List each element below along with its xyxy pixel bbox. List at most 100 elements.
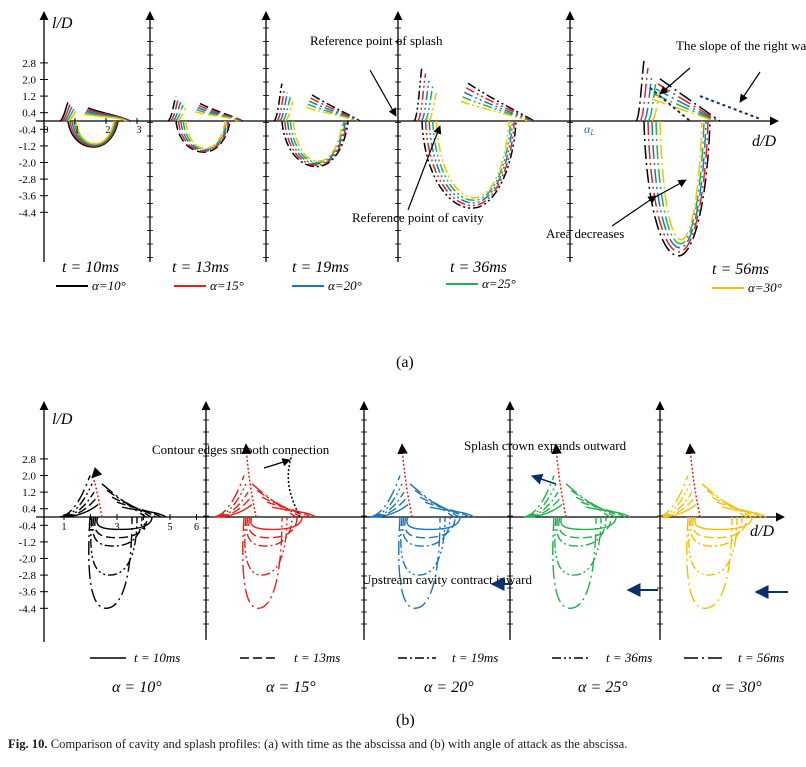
annotation-crown: Splash crown expands outward <box>464 438 627 453</box>
profile-curve <box>213 475 297 610</box>
profile-curve <box>413 66 535 209</box>
panel-b-alpha-label: α = 25° <box>578 679 628 696</box>
x-tick-label: 6 <box>194 522 199 533</box>
y-tick-label: -3.6 <box>19 191 37 203</box>
annotation-contour-arrow <box>263 458 291 469</box>
y-tick-label: 2.0 <box>22 471 36 483</box>
x-tick-label: 0 <box>44 125 49 136</box>
panel-a-ylabel: l/D <box>52 15 73 32</box>
y-tick-label: -2.8 <box>19 174 37 186</box>
profile-curve <box>639 67 719 253</box>
profile-curve <box>525 483 616 576</box>
y-tick-label: -3.6 <box>19 587 37 599</box>
profile-curve <box>63 491 157 547</box>
panel-a-legend-label: α=20° <box>328 278 362 293</box>
panel-b-legend-label: t = 56ms <box>738 650 784 665</box>
contour-line <box>287 454 301 518</box>
panel-b-legend: t = 10ms t = 13ms t = 19ms t = 36ms t = … <box>90 650 784 665</box>
crown-trajectory <box>685 443 701 518</box>
caption-text: Comparison of cavity and splash profiles… <box>50 737 628 751</box>
y-tick-label: -1.2 <box>19 537 36 549</box>
annotation-slope: The slope of the right wall <box>676 38 806 53</box>
x-tick-label: 5 <box>168 522 173 533</box>
y-tick-label: 2.8 <box>22 454 36 466</box>
panel-b-xlabel: d/D <box>750 523 774 540</box>
y-tick-label: -2.0 <box>19 554 37 566</box>
panel-a-alpha-l: αL <box>584 122 595 137</box>
y-tick-label: 0.4 <box>22 108 36 120</box>
panel-a-legend-label: α=10° <box>92 278 126 293</box>
annotation-ref-splash-arrow <box>369 69 397 117</box>
y-tick-label: -0.4 <box>19 520 37 532</box>
panel-b-alpha-label: α = 30° <box>712 679 762 696</box>
panel-a-label: (a) <box>396 354 414 371</box>
caption-label: Fig. 10. <box>8 737 48 751</box>
figure-caption: Fig. 10. Comparison of cavity and splash… <box>8 737 804 752</box>
profile-curve <box>527 491 621 547</box>
profile-curve <box>420 79 531 204</box>
profile-curve <box>371 483 460 576</box>
slope-line <box>649 87 691 122</box>
panel-b-alpha-label: α = 15° <box>266 679 316 696</box>
profile-curve <box>643 75 717 249</box>
panel-b-label: (b) <box>396 712 415 729</box>
profile-curve <box>416 73 533 207</box>
panel-b: d/D l/D 2.8 2.0 1.2 0.4 -0.4 -1.2 -2.0 -2.8 -3.6… <box>19 401 788 729</box>
panel-b-curves <box>59 443 767 610</box>
x-tick-label: 4 <box>141 522 146 533</box>
x-tick-label: 3 <box>115 522 120 533</box>
panel-b-legend-label: t = 19ms <box>452 650 498 665</box>
y-tick-label: -0.4 <box>19 124 37 136</box>
annotation-slope-arrow <box>739 71 761 103</box>
annotation-upstream: Upstream cavity contract inward <box>362 572 533 587</box>
annotation-area-arrow <box>649 179 687 201</box>
annotation-slope-arrow <box>659 67 691 95</box>
profile-curve <box>276 87 360 167</box>
profile-curve <box>369 475 455 610</box>
profile-curve <box>635 60 721 257</box>
profile-curve <box>427 92 528 199</box>
annotation-ref-splash: Reference point of splash <box>310 33 443 48</box>
annotation-ref-cavity: Reference point of cavity <box>352 210 484 225</box>
profile-curve <box>61 483 152 576</box>
profile-curve <box>279 92 358 165</box>
y-tick-label: 1.2 <box>22 91 36 103</box>
panel-b-alpha-label: α = 20° <box>424 679 474 696</box>
profile-curve <box>659 483 752 576</box>
panel-b-alpha-label: α = 10° <box>112 679 162 696</box>
slope-line <box>699 95 761 120</box>
panel-a-legend-label: α=15° <box>210 278 244 293</box>
profile-curve <box>657 475 747 610</box>
profile-curve <box>424 86 530 202</box>
annotation-area-arrow <box>611 195 657 227</box>
panel-a-sub-axes <box>39 11 575 262</box>
crown-trajectory <box>241 443 257 518</box>
profile-curve <box>273 83 361 168</box>
crown-trajectory <box>91 467 103 518</box>
profile-curve <box>177 107 238 150</box>
y-tick-label: 1.2 <box>22 487 36 499</box>
profile-curve <box>373 491 465 547</box>
panel-a-legend-label: α=30° <box>748 280 782 295</box>
panel-a-ticks: 2.8 2.0 1.2 0.4 -0.4 -1.2 -2.0 -2.8 -3.6 -4.4 0 1 2 3 <box>19 27 573 258</box>
x-tick-label: 2 <box>88 522 93 533</box>
figure: d/D l/D αL t = 10ms t = 13ms t = 19ms t … <box>19 11 806 729</box>
y-tick-label: 2.8 <box>22 58 36 70</box>
panel-b-ylabel: l/D <box>52 411 73 428</box>
panel-a-legend-label: α=25° <box>482 276 516 291</box>
crown-trajectory <box>397 443 413 518</box>
profile-curve <box>661 491 757 547</box>
panel-b-legend-label: t = 36ms <box>606 650 652 665</box>
panel-a-xlabel: d/D <box>752 133 776 150</box>
y-tick-label: -2.8 <box>19 570 37 582</box>
profile-curve <box>215 483 302 576</box>
profile-curve <box>217 491 307 547</box>
annotation-ref-cavity-arrow <box>407 125 442 211</box>
panel-a-time-label: t = 10ms <box>62 259 119 276</box>
profile-curve <box>284 101 355 162</box>
x-tick-label: 2 <box>106 125 111 136</box>
panel-b-legend-label: t = 13ms <box>294 650 340 665</box>
panel-a: d/D l/D αL t = 10ms t = 13ms t = 19ms t … <box>19 11 806 371</box>
panel-a-curves <box>59 60 761 257</box>
y-tick-label: -2.0 <box>19 158 37 170</box>
